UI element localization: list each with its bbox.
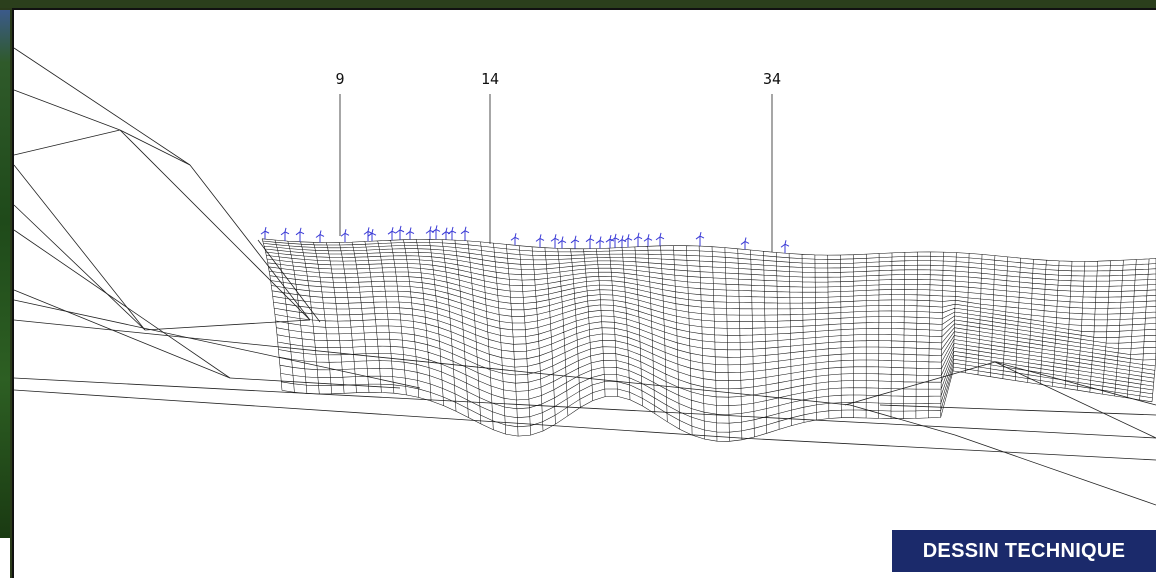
- wind-turbines: [260, 225, 790, 254]
- wind-turbine-icon: [295, 227, 305, 242]
- wind-turbine-icon: [550, 234, 560, 249]
- wind-turbine-icon: [740, 237, 750, 250]
- wind-turbine-icon: [315, 230, 325, 243]
- marker-lines: [339, 94, 773, 252]
- wind-turbine-icon: [595, 236, 605, 249]
- marker-label-14: 14: [481, 70, 499, 88]
- wind-turbine-icon: [695, 231, 705, 247]
- wind-turbine-icon: [431, 225, 441, 240]
- drawing-canvas: [12, 8, 1156, 578]
- wind-turbine-icon: [367, 229, 377, 242]
- left-photo-strip: [0, 10, 10, 538]
- wind-turbine-icon: [387, 227, 397, 241]
- wind-turbine-icon: [605, 234, 615, 249]
- wind-turbine-icon: [280, 227, 290, 241]
- wind-turbine-icon: [610, 233, 620, 248]
- terrain-outline-lines: [13, 47, 1156, 506]
- wind-turbine-icon: [643, 234, 653, 247]
- dessin-technique-badge: DESSIN TECHNIQUE: [892, 530, 1156, 572]
- wind-turbine-icon: [395, 225, 405, 240]
- wind-turbine-icon: [260, 227, 270, 240]
- terrain-mesh: [261, 238, 1156, 442]
- wind-turbine-icon: [585, 234, 595, 249]
- wind-turbine-icon: [570, 235, 580, 249]
- wind-turbine-icon: [623, 234, 633, 248]
- wind-turbine-icon: [363, 227, 373, 242]
- wind-turbine-icon: [557, 236, 567, 249]
- terrain-mesh-path: [261, 238, 1156, 442]
- marker-label-9: 9: [335, 70, 344, 88]
- wind-turbine-icon: [441, 227, 451, 240]
- wind-turbine-icon: [510, 233, 520, 246]
- left-strip-bottom: [0, 538, 10, 578]
- wind-turbine-icon: [425, 226, 435, 240]
- wind-turbine-icon: [780, 240, 790, 254]
- wind-turbine-icon: [340, 229, 350, 243]
- top-border: [0, 0, 1156, 8]
- wind-turbine-icon: [535, 234, 545, 248]
- wind-turbine-icon: [460, 226, 470, 241]
- wind-turbine-icon: [617, 235, 627, 248]
- wind-turbine-icon: [633, 232, 643, 247]
- wind-turbine-icon: [405, 227, 415, 240]
- marker-label-34: 34: [763, 70, 781, 88]
- wind-turbine-icon: [447, 226, 457, 240]
- wind-turbine-icon: [655, 232, 665, 246]
